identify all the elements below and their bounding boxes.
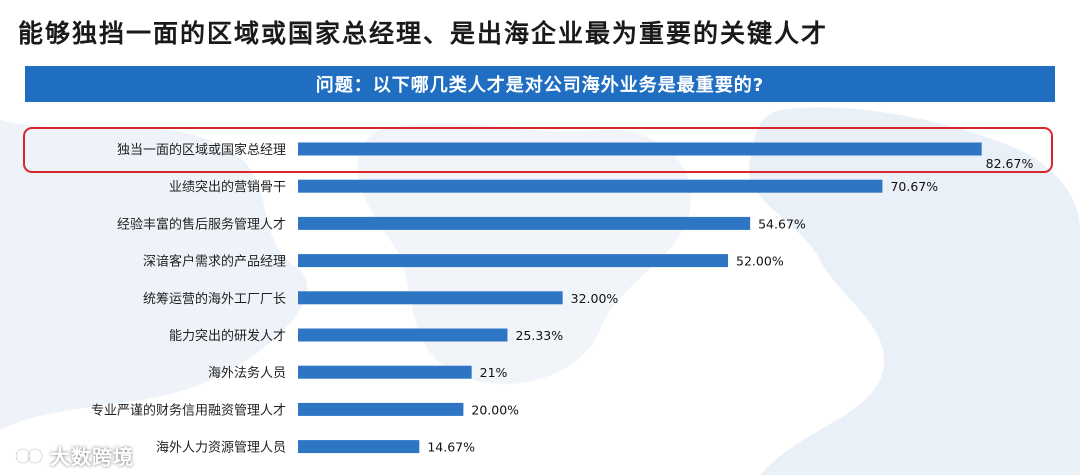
value-label: 82.67% [986, 156, 1034, 171]
category-label: 能力突出的研发人才 [169, 328, 286, 344]
value-label: 54.67% [758, 216, 806, 231]
bar [298, 328, 508, 342]
map-shape-east [748, 107, 1080, 475]
bar [298, 440, 420, 454]
value-label: 14.67% [427, 440, 475, 455]
category-label: 业绩突出的营销骨干 [169, 179, 286, 195]
headline: 能够独挡一面的区域或国家总经理、是出海企业最为重要的关键人才 [18, 19, 829, 48]
value-label: 32.00% [571, 291, 619, 306]
bar [298, 365, 472, 379]
value-label: 25.33% [515, 328, 563, 343]
bar [298, 142, 982, 156]
category-label: 海外法务人员 [208, 365, 286, 381]
bar [298, 254, 729, 268]
bar [298, 216, 751, 230]
question-banner: 问题：以下哪几类人才是对公司海外业务是最重要的? [25, 66, 1055, 102]
map-shape-west [0, 120, 308, 430]
value-label: 52.00% [736, 254, 784, 269]
watermark: 大数跨境 [14, 441, 134, 470]
value-label: 70.67% [890, 179, 938, 194]
value-label: 20.00% [471, 402, 519, 417]
bar [298, 179, 883, 193]
watermark-text: 大数跨境 [50, 445, 134, 469]
highlight-box [23, 127, 1053, 173]
bar [298, 291, 563, 305]
category-label: 独当一面的区域或国家总经理 [117, 142, 286, 158]
watermark-logo-icon [14, 447, 44, 464]
question-text: 问题：以下哪几类人才是对公司海外业务是最重要的? [315, 75, 765, 96]
bar [298, 402, 464, 416]
category-label: 经验丰富的售后服务管理人才 [117, 216, 286, 232]
value-label: 21% [480, 365, 508, 380]
category-label: 统筹运营的海外工厂厂长 [143, 291, 286, 307]
category-label: 专业严谨的财务信用融资管理人才 [91, 402, 286, 418]
category-label: 深谙客户需求的产品经理 [143, 254, 286, 270]
category-label: 海外人力资源管理人员 [156, 441, 286, 456]
